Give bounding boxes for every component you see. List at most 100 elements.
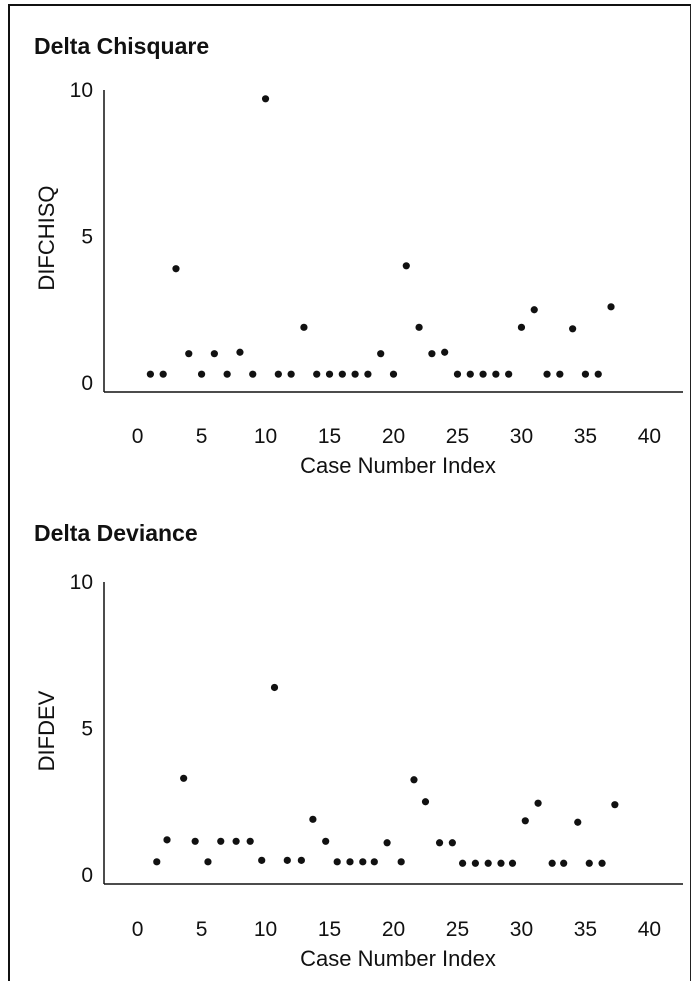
data-point xyxy=(322,837,330,845)
delta-chisquare-panel: Delta Chisquare DIFCHISQ Case Number Ind… xyxy=(34,33,683,478)
data-point xyxy=(370,858,378,866)
data-point xyxy=(159,370,167,378)
data-point xyxy=(508,859,517,867)
data-point xyxy=(346,858,354,866)
x-tick-label: 0 xyxy=(132,425,144,448)
data-point xyxy=(333,858,341,866)
data-point xyxy=(364,370,372,378)
data-point xyxy=(389,370,398,378)
x-tick-label: 30 xyxy=(510,918,533,941)
data-point xyxy=(441,348,449,356)
figure-frame xyxy=(8,4,691,981)
x-tick-label: 15 xyxy=(318,425,341,448)
data-point xyxy=(246,837,254,845)
y-tick-label: 10 xyxy=(70,571,93,594)
data-point xyxy=(153,858,161,866)
data-point xyxy=(479,370,487,378)
data-point xyxy=(611,801,619,809)
data-point xyxy=(492,370,500,378)
data-point xyxy=(421,798,430,806)
y-axis-label: DIFCHISQ xyxy=(34,185,59,290)
delta-deviance-panel: Delta Deviance DIFDEV Case Number Index … xyxy=(34,520,683,971)
data-point xyxy=(232,837,240,845)
data-point xyxy=(585,859,593,867)
data-point xyxy=(309,815,317,823)
data-point xyxy=(453,370,462,378)
data-point xyxy=(428,350,436,358)
data-point xyxy=(258,856,266,864)
x-tick-label: 20 xyxy=(382,918,405,941)
data-point xyxy=(402,262,410,270)
chart-title: Delta Deviance xyxy=(34,520,198,546)
data-point xyxy=(261,95,270,103)
data-point xyxy=(521,817,529,825)
x-axis-label: Case Number Index xyxy=(300,453,496,478)
chart-title: Delta Chisquare xyxy=(34,33,209,59)
data-point xyxy=(517,323,526,331)
data-point xyxy=(448,839,456,847)
data-point xyxy=(484,859,492,867)
data-point xyxy=(300,323,308,331)
y-tick-label: 5 xyxy=(81,226,93,249)
x-tick-label: 15 xyxy=(318,918,341,941)
data-point xyxy=(607,303,615,311)
x-tick-label: 10 xyxy=(254,425,277,448)
data-point xyxy=(397,858,405,866)
data-point xyxy=(569,325,577,333)
y-tick-label: 0 xyxy=(81,864,93,887)
x-tick-label: 25 xyxy=(446,918,469,941)
data-point xyxy=(223,370,231,378)
data-point xyxy=(435,839,444,847)
data-point xyxy=(534,799,542,807)
data-point xyxy=(297,856,305,864)
x-tick-label: 40 xyxy=(638,918,661,941)
data-point xyxy=(505,370,513,378)
data-point xyxy=(287,370,295,378)
x-tick-label: 30 xyxy=(510,425,533,448)
y-tick-label: 10 xyxy=(70,79,93,102)
y-tick-label: 5 xyxy=(81,718,93,741)
data-point xyxy=(197,370,206,378)
data-point xyxy=(471,859,479,867)
data-point xyxy=(283,856,291,864)
x-tick-label: 20 xyxy=(382,425,405,448)
data-point xyxy=(560,859,568,867)
data-point xyxy=(383,839,391,847)
data-point xyxy=(415,323,423,331)
x-tick-label: 25 xyxy=(446,425,469,448)
data-point xyxy=(146,370,154,378)
x-tick-label: 35 xyxy=(574,918,597,941)
data-point xyxy=(180,774,188,782)
data-point xyxy=(497,859,505,867)
data-point xyxy=(594,370,602,378)
x-tick-label: 0 xyxy=(132,918,144,941)
data-point xyxy=(458,859,467,867)
data-point xyxy=(359,858,367,866)
data-point xyxy=(191,837,199,845)
data-point xyxy=(185,350,193,358)
data-point xyxy=(338,370,346,378)
x-tick-label: 40 xyxy=(638,425,661,448)
data-point xyxy=(556,370,564,378)
data-point xyxy=(543,370,551,378)
x-tick-label: 35 xyxy=(574,425,597,448)
data-point xyxy=(313,370,321,378)
data-point xyxy=(210,350,218,358)
data-point xyxy=(530,306,538,314)
data-point xyxy=(548,859,556,867)
data-point xyxy=(204,858,212,866)
data-point xyxy=(217,837,225,845)
data-point xyxy=(249,370,257,378)
y-axis-label: DIFDEV xyxy=(34,690,59,771)
data-point xyxy=(598,859,606,867)
x-tick-label: 5 xyxy=(196,918,208,941)
y-tick-label: 0 xyxy=(81,372,93,395)
data-point xyxy=(574,818,582,826)
data-point xyxy=(351,370,359,378)
data-point xyxy=(581,370,590,378)
data-point xyxy=(274,370,282,378)
data-point xyxy=(172,265,180,273)
data-point xyxy=(377,350,385,358)
data-point xyxy=(236,348,244,356)
